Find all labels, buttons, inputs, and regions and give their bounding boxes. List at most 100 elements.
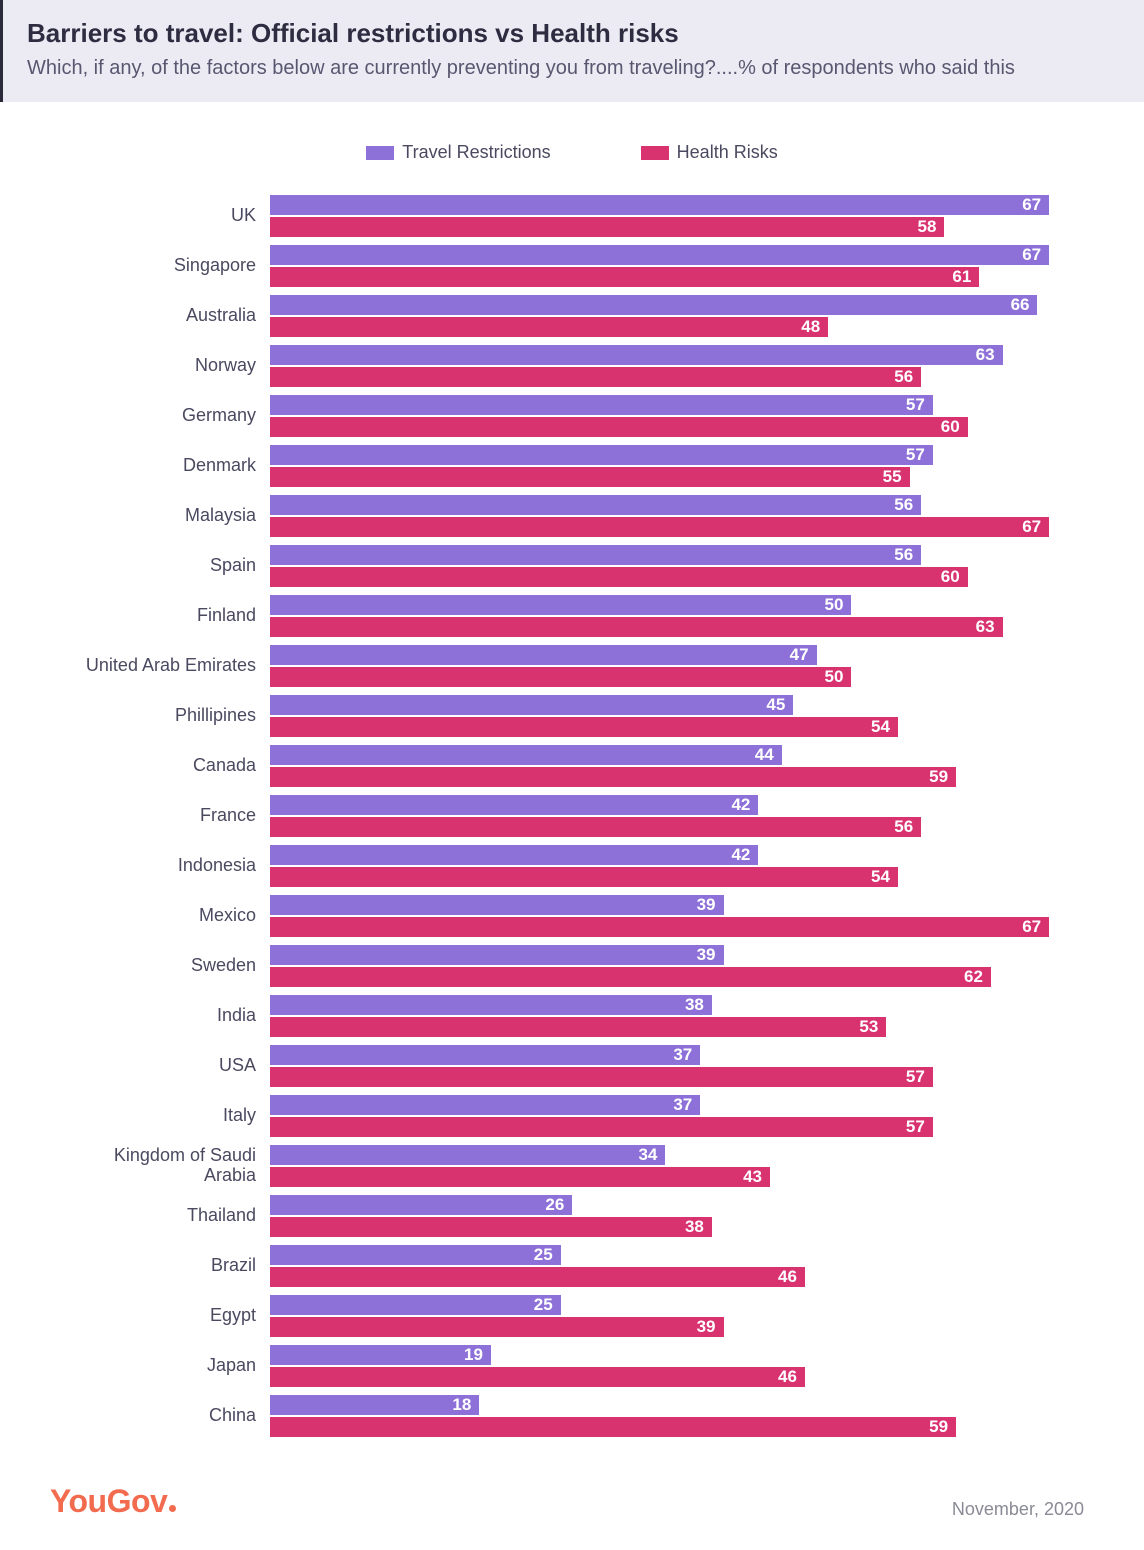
category-label: Germany (60, 393, 270, 439)
category-label: India (60, 993, 270, 1039)
bar: 60 (270, 567, 968, 587)
bar: 57 (270, 395, 933, 415)
bar-track: 42 (270, 845, 1084, 865)
bar-value: 45 (766, 695, 785, 715)
bar-value: 48 (801, 317, 820, 337)
bar-value: 54 (871, 867, 890, 887)
chart-row: Thailand2638 (60, 1193, 1084, 1239)
bar: 55 (270, 467, 910, 487)
bar-value: 47 (790, 645, 809, 665)
bar: 56 (270, 367, 921, 387)
bar-track: 57 (270, 1067, 1084, 1087)
bar-track: 50 (270, 667, 1084, 687)
legend-swatch-icon (641, 146, 669, 160)
bar-track: 26 (270, 1195, 1084, 1215)
bar-track: 56 (270, 817, 1084, 837)
bar-group: 2539 (270, 1293, 1084, 1339)
bar-group: 5755 (270, 443, 1084, 489)
bar-group: 63 56 (270, 343, 1084, 389)
bar: 53 (270, 1017, 886, 1037)
bar: 39 (270, 895, 724, 915)
bar-group: 4554 (270, 693, 1084, 739)
bar: 46 (270, 1367, 805, 1387)
chart-row: Mexico3967 (60, 893, 1084, 939)
bar-value: 38 (685, 1217, 704, 1237)
bar: 43 (270, 1167, 770, 1187)
bar: 57 (270, 1117, 933, 1137)
chart-row: Italy3757 (60, 1093, 1084, 1139)
category-label: Australia (60, 293, 270, 339)
category-label: Spain (60, 543, 270, 589)
bar-group: 3853 (270, 993, 1084, 1039)
bar-track: 39 (270, 945, 1084, 965)
category-label: Norway (60, 343, 270, 389)
bar: 25 (270, 1245, 561, 1265)
bar-value: 50 (825, 595, 844, 615)
bar-track: 67 (270, 917, 1084, 937)
bar: 18 (270, 1395, 479, 1415)
bar-value: 57 (906, 445, 925, 465)
bar-track: 60 (270, 417, 1084, 437)
bar-track: 67 (270, 195, 1084, 215)
chart-row: Finland5063 (60, 593, 1084, 639)
bar-track: 44 (270, 745, 1084, 765)
bar: 46 (270, 1267, 805, 1287)
bar-value: 59 (929, 1417, 948, 1437)
source-logo: YouGov (50, 1483, 176, 1520)
legend-item: Travel Restrictions (366, 142, 550, 163)
category-label: Kingdom of Saudi Arabia (60, 1143, 270, 1189)
chart-row: Malaysia5667 (60, 493, 1084, 539)
bar-value: 60 (941, 567, 960, 587)
bar-track: 42 (270, 795, 1084, 815)
legend-item: Health Risks (641, 142, 778, 163)
bar: 56 (270, 545, 921, 565)
bar-value: 56 (894, 495, 913, 515)
bar: 54 (270, 717, 898, 737)
bar-track: 66 (270, 295, 1084, 315)
bar: 62 (270, 967, 991, 987)
bar-track: 37 (270, 1095, 1084, 1115)
bar-group: 6758 (270, 193, 1084, 239)
bar: 63 (270, 345, 1003, 365)
bar-track: 47 (270, 645, 1084, 665)
bar: 37 (270, 1045, 700, 1065)
bar-value: 34 (638, 1145, 657, 1165)
bar-value: 57 (906, 395, 925, 415)
logo-text: YouGov (50, 1483, 167, 1519)
bar-value: 19 (464, 1345, 483, 1365)
bar-group: 1859 (270, 1393, 1084, 1439)
bar: 19 (270, 1345, 491, 1365)
bar: 56 (270, 495, 921, 515)
category-label: Egypt (60, 1293, 270, 1339)
chart-row: Canada4459 (60, 743, 1084, 789)
category-label: Canada (60, 743, 270, 789)
bar-value: 38 (685, 995, 704, 1015)
legend-swatch-icon (366, 146, 394, 160)
bar-group: 3757 (270, 1093, 1084, 1139)
category-label: UK (60, 193, 270, 239)
category-label: China (60, 1393, 270, 1439)
bar-track: 61 (270, 267, 1084, 287)
chart-legend: Travel Restrictions Health Risks (60, 142, 1084, 163)
category-label: Mexico (60, 893, 270, 939)
bar-value: 63 (976, 345, 995, 365)
category-label: Thailand (60, 1193, 270, 1239)
legend-label: Travel Restrictions (402, 142, 550, 163)
bar-track: 60 (270, 567, 1084, 587)
bar: 38 (270, 1217, 712, 1237)
bar-value: 67 (1022, 517, 1041, 537)
bar-track: 39 (270, 895, 1084, 915)
bar-track: 63 (270, 617, 1084, 637)
chart-row: China1859 (60, 1393, 1084, 1439)
bar-value: 37 (673, 1045, 692, 1065)
chart-row: Kingdom of Saudi Arabia 3443 (60, 1143, 1084, 1189)
bar: 48 (270, 317, 828, 337)
bar-track: 57 (270, 395, 1084, 415)
category-label: Japan (60, 1343, 270, 1389)
bar-group: 1946 (270, 1343, 1084, 1389)
bar-track: 63 (270, 345, 1084, 365)
category-label: France (60, 793, 270, 839)
bar-track: 53 (270, 1017, 1084, 1037)
bar-track: 57 (270, 1117, 1084, 1137)
bar: 66 (270, 295, 1037, 315)
